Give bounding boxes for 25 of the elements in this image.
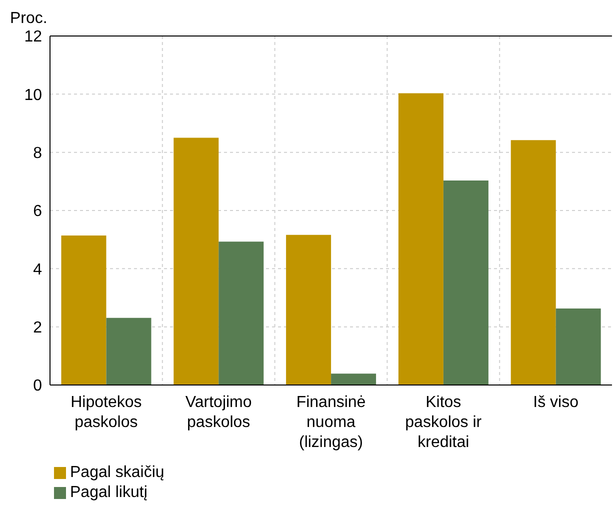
bar	[510, 140, 556, 385]
bar	[331, 374, 376, 385]
y-axis-title: Proc.	[10, 10, 48, 28]
x-tick-label: Hipotekos paskolos	[70, 394, 142, 431]
bar	[174, 138, 219, 385]
y-tick-label: 12	[24, 28, 42, 46]
bar	[443, 180, 488, 385]
legend-label: Pagal skaičių	[70, 463, 164, 483]
y-tick-label: 4	[33, 261, 42, 278]
bar	[61, 236, 106, 385]
y-tick-label: 8	[33, 145, 42, 162]
bar	[556, 308, 601, 385]
bar	[106, 318, 152, 385]
x-tick-label: Kitos paskolos ir kreditai	[405, 394, 482, 451]
y-tick-label: 2	[33, 320, 42, 337]
x-tick-label: Iš viso	[533, 394, 579, 411]
x-tick-label: Finansinė nuoma (lizingas)	[296, 394, 366, 451]
y-tick-label: 10	[24, 86, 42, 104]
y-tick-label: 6	[33, 203, 42, 220]
bar	[218, 242, 264, 385]
y-tick-label: 0	[33, 378, 42, 395]
x-tick-label: Vartojimo paskolos	[185, 394, 252, 431]
bar	[398, 93, 444, 385]
legend-label: Pagal likutį	[70, 483, 148, 503]
bar	[286, 234, 332, 385]
